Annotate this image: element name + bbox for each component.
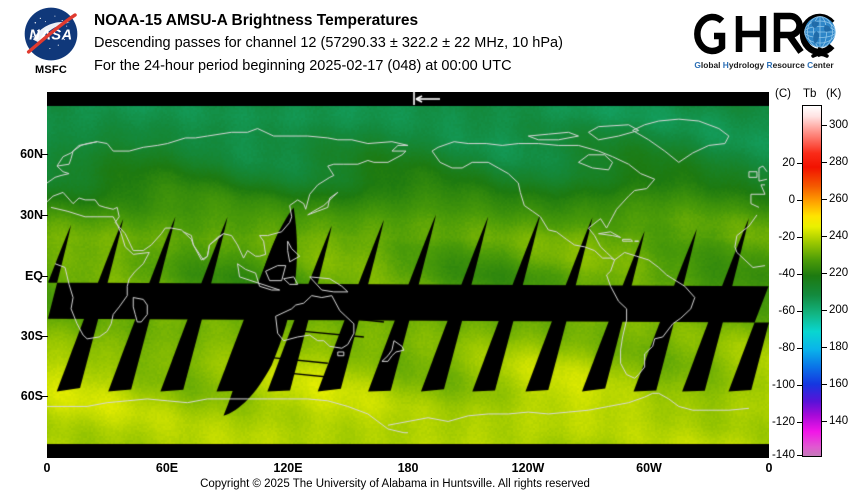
cbar-label-k-220: 220	[829, 267, 849, 279]
y-tick-60s: 60S	[20, 389, 43, 403]
x-tick-60e: 60E	[155, 461, 179, 475]
colorbar-header-celsius: (C)	[775, 88, 791, 100]
cbar-tick-c-m40	[797, 274, 802, 275]
period-subtitle: For the 24-hour period beginning 2025-02…	[94, 58, 512, 74]
cbar-label-k-140: 140	[829, 415, 849, 427]
cbar-label-k-280: 280	[829, 156, 849, 168]
cbar-label-c-20: 20	[782, 157, 795, 169]
y-tick-60n: 60N	[20, 147, 43, 161]
brightness-temperature-map[interactable]	[47, 92, 769, 458]
colorbar-header-variable: Tb	[803, 88, 817, 100]
y-tick-mark-30n	[42, 215, 48, 216]
x-tick-0: 0	[43, 461, 51, 475]
x-tick-60w: 60W	[636, 461, 662, 475]
cbar-tick-k-200	[822, 310, 827, 311]
copyright-notice: Copyright © 2025 The University of Alaba…	[200, 478, 590, 490]
cbar-label-c-m120: -120	[771, 416, 795, 428]
ghrc-wordmark-icon	[694, 12, 836, 58]
cbar-tick-k-300	[822, 125, 827, 126]
cbar-tick-k-140	[822, 421, 827, 422]
cbar-tick-k-220	[822, 273, 827, 274]
cbar-label-c-m40: -40	[778, 268, 795, 280]
cbar-label-k-300: 300	[829, 119, 849, 131]
map-raster[interactable]	[47, 92, 769, 458]
cbar-label-k-240: 240	[829, 230, 849, 242]
ghrc-tagline: Global Hydrology Resource Center	[694, 60, 834, 70]
x-tick-120e: 120E	[273, 461, 303, 475]
cbar-tick-k-240	[822, 236, 827, 237]
nasa-logo: NASA MSFC	[14, 6, 86, 86]
cbar-tick-c-m60	[797, 311, 802, 312]
y-tick-mark-60s	[42, 396, 48, 397]
x-tick-120w: 120W	[511, 461, 545, 475]
cbar-tick-c-20	[797, 163, 802, 164]
cbar-label-k-200: 200	[829, 304, 849, 316]
y-tick-eq: EQ	[24, 269, 43, 283]
cbar-label-c-m140: -140	[771, 449, 795, 461]
colorbar-gradient[interactable]	[802, 105, 822, 457]
y-tick-mark-eq	[42, 276, 48, 277]
cbar-label-c-m20: -20	[778, 231, 795, 243]
y-tick-30n: 30N	[20, 208, 43, 222]
cbar-label-k-260: 260	[829, 193, 849, 205]
nasa-center-label: MSFC	[35, 64, 67, 76]
cbar-label-c-m60: -60	[778, 305, 795, 317]
cbar-label-c-m80: -80	[778, 342, 795, 354]
nasa-meatball-icon: NASA	[24, 7, 78, 61]
channel-subtitle: Descending passes for channel 12 (57290.…	[94, 35, 563, 51]
y-tick-mark-60n	[42, 154, 48, 155]
cbar-tick-c-m100	[797, 385, 802, 386]
y-tick-mark-30s	[42, 336, 48, 337]
cbar-label-k-180: 180	[829, 341, 849, 353]
page-header: NASA MSFC NOAA-15 AMSU-A Brightness Temp…	[0, 0, 854, 90]
page-title: NOAA-15 AMSU-A Brightness Temperatures	[94, 12, 419, 29]
ghrc-logo: Global Hydrology Resource Center	[688, 8, 840, 80]
x-tick-180: 180	[397, 461, 419, 475]
title-block: NOAA-15 AMSU-A Brightness Temperatures D…	[94, 10, 694, 78]
x-tick-360: 0	[765, 461, 773, 475]
cbar-tick-k-280	[822, 162, 827, 163]
cbar-tick-k-160	[822, 384, 827, 385]
cbar-tick-c-0	[797, 200, 802, 201]
cbar-label-c-m100: -100	[771, 379, 795, 391]
cbar-tick-c-m120	[797, 422, 802, 423]
cbar-tick-c-m80	[797, 348, 802, 349]
cbar-tick-k-260	[822, 199, 827, 200]
svg-text:NASA: NASA	[29, 28, 72, 44]
cbar-label-c-0: 0	[788, 194, 795, 206]
y-tick-30s: 30S	[20, 329, 43, 343]
cbar-label-k-160: 160	[829, 378, 849, 390]
cbar-tick-k-180	[822, 347, 827, 348]
cbar-tick-c-m20	[797, 237, 802, 238]
cbar-tick-c-m140	[797, 455, 802, 456]
colorbar-header-kelvin: (K)	[826, 88, 842, 100]
